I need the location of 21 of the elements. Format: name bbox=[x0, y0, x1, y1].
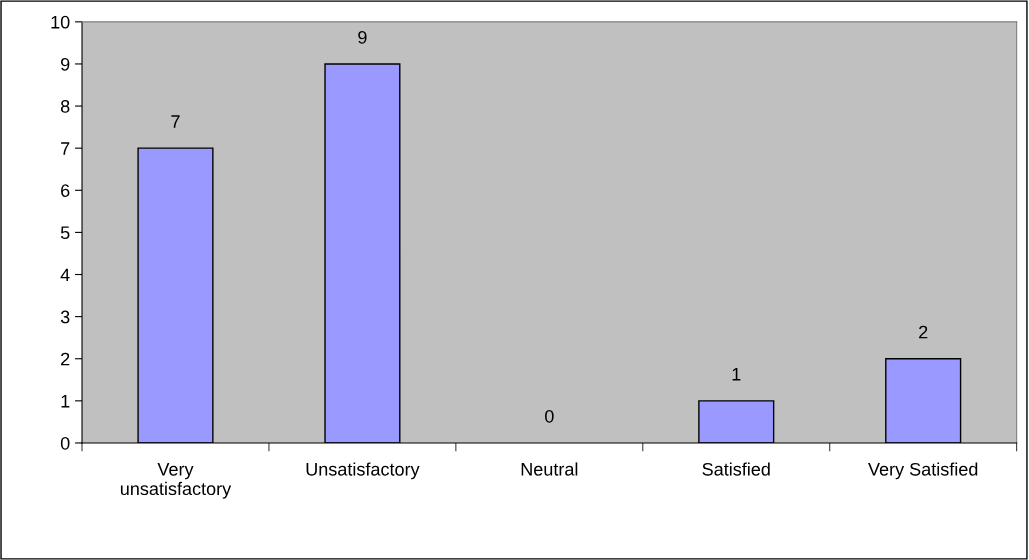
y-tick-label: 0 bbox=[60, 436, 70, 450]
y-tick-label: 4 bbox=[60, 268, 70, 282]
x-tick-label: Very Satisfied bbox=[868, 462, 978, 480]
y-tick-label: 1 bbox=[61, 394, 70, 408]
y-tick-label: 7 bbox=[61, 142, 70, 155]
x-tick-label: Neutral bbox=[521, 462, 578, 476]
x-tick-label: Unsatisfactory bbox=[306, 462, 420, 480]
x-tick-label: Satisfied bbox=[702, 462, 770, 476]
x-tick-label: Very unsatisfactory bbox=[120, 463, 232, 499]
data-label: 0 bbox=[545, 409, 554, 423]
y-tick-label: 6 bbox=[61, 184, 70, 198]
y-tick-label: 3 bbox=[60, 310, 70, 324]
y-tick-label: 5 bbox=[60, 226, 70, 240]
y-tick-label: 9 bbox=[61, 57, 70, 71]
y-tick-label: 2 bbox=[61, 352, 70, 366]
y-tick-label: 8 bbox=[60, 100, 70, 113]
data-label: 7 bbox=[171, 115, 180, 128]
data-label: 9 bbox=[358, 30, 367, 44]
data-label: 1 bbox=[732, 368, 741, 381]
data-label: 2 bbox=[919, 325, 928, 339]
y-tick-label: 10 bbox=[51, 15, 70, 29]
